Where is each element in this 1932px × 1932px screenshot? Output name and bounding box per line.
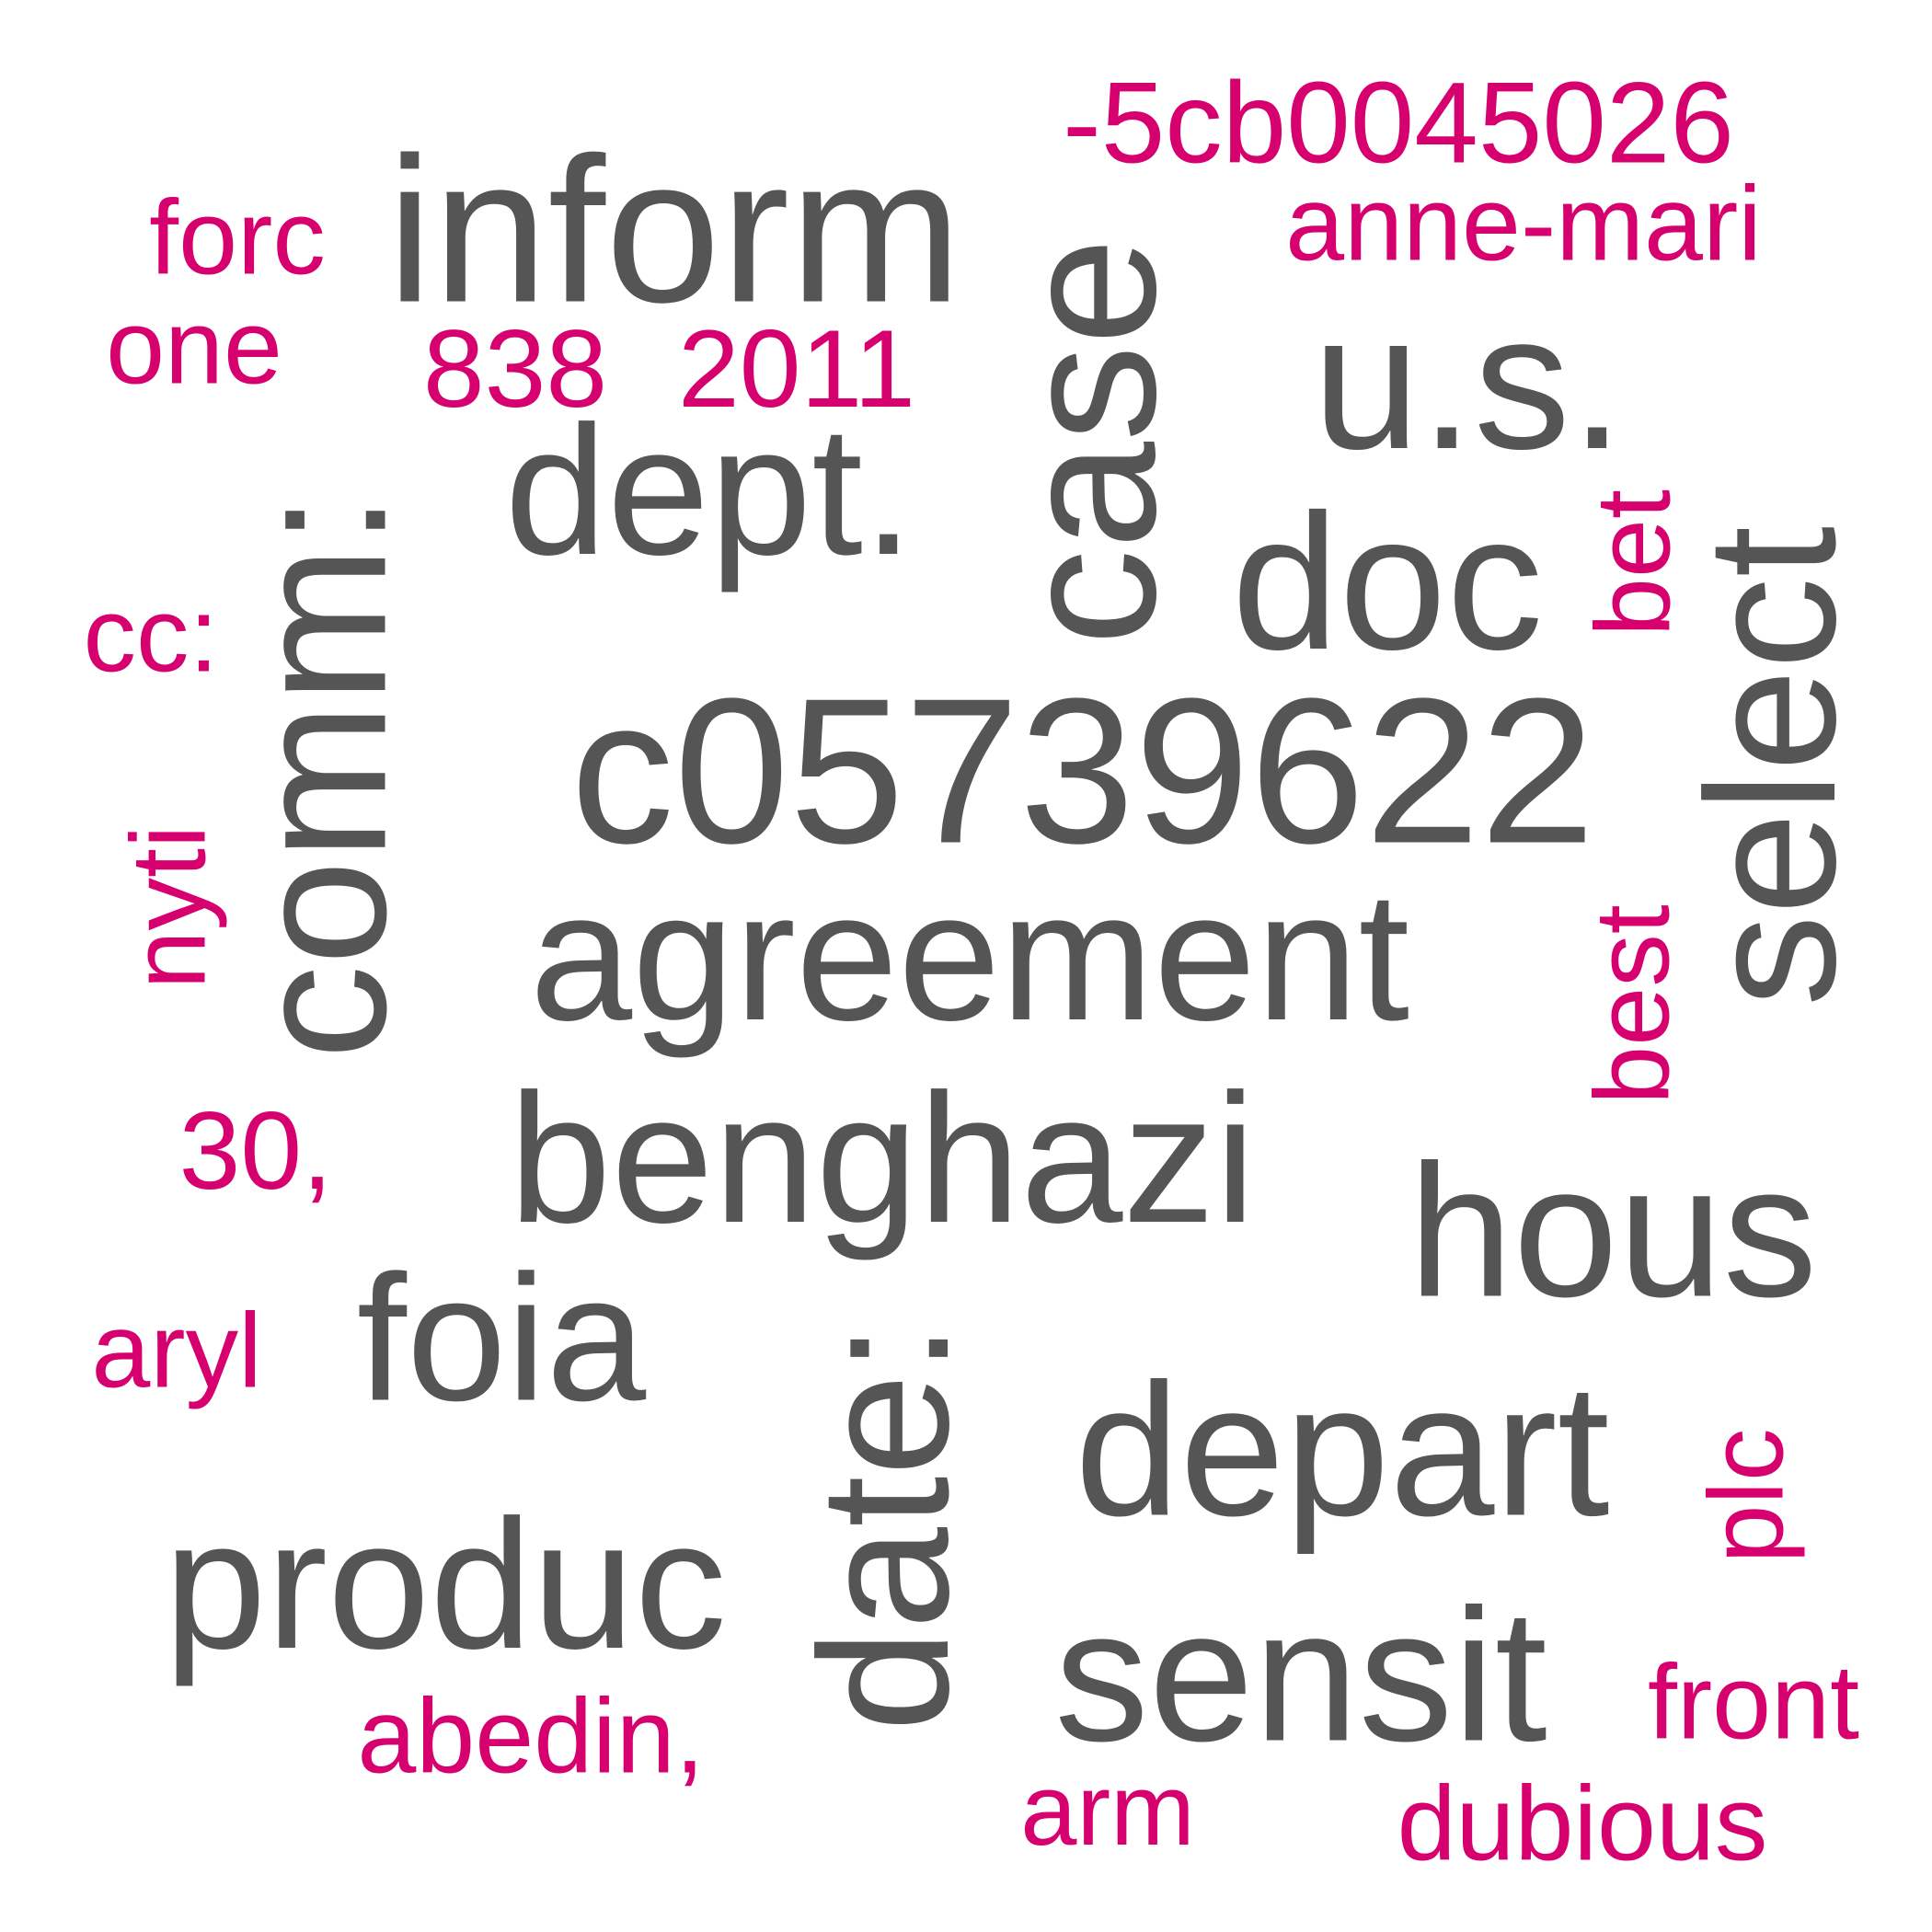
word-bet: bet bbox=[1574, 489, 1693, 637]
word-838: 838 bbox=[422, 307, 608, 431]
word-plc: plc bbox=[1687, 1428, 1806, 1564]
word-date: date: bbox=[782, 1322, 987, 1732]
word-case: case bbox=[980, 237, 1196, 646]
word-dept: dept. bbox=[504, 388, 914, 593]
word-dubious: dubious bbox=[1397, 1765, 1768, 1883]
word-aryl: aryl bbox=[91, 1292, 262, 1410]
word-benghazi: benghazi bbox=[509, 1056, 1256, 1261]
word-best: best bbox=[1573, 904, 1692, 1105]
word-agreement: agreement bbox=[529, 854, 1410, 1059]
word-hous: hous bbox=[1408, 1125, 1818, 1337]
word-anne-mari: anne-mari bbox=[1285, 165, 1762, 283]
word-arm: arm bbox=[1020, 1754, 1195, 1867]
word-cc: cc: bbox=[83, 576, 219, 695]
word-foia: foia bbox=[356, 1237, 647, 1439]
word-2011: 2011 bbox=[677, 307, 916, 431]
word-doc: doc bbox=[1231, 474, 1544, 690]
word-us: u.s. bbox=[1312, 273, 1625, 489]
word-hex-id: -5cb0045026 bbox=[1063, 59, 1734, 188]
word-abedin: abedin, bbox=[357, 1677, 705, 1796]
word-nyti: nyti bbox=[109, 824, 228, 990]
word-c05739622: c05739622 bbox=[570, 654, 1595, 887]
word-comm: comm: bbox=[214, 493, 426, 1060]
word-produc: produc bbox=[164, 1482, 727, 1687]
word-30: 30, bbox=[178, 1089, 333, 1213]
word-forc: forc bbox=[149, 178, 326, 297]
word-depart: depart bbox=[1075, 1344, 1610, 1556]
word-sensit: sensit bbox=[1054, 1570, 1547, 1781]
word-front: front bbox=[1647, 1643, 1860, 1762]
word-inform: inform bbox=[386, 113, 962, 346]
word-one: one bbox=[106, 288, 282, 407]
word-select: select bbox=[1669, 525, 1874, 1007]
